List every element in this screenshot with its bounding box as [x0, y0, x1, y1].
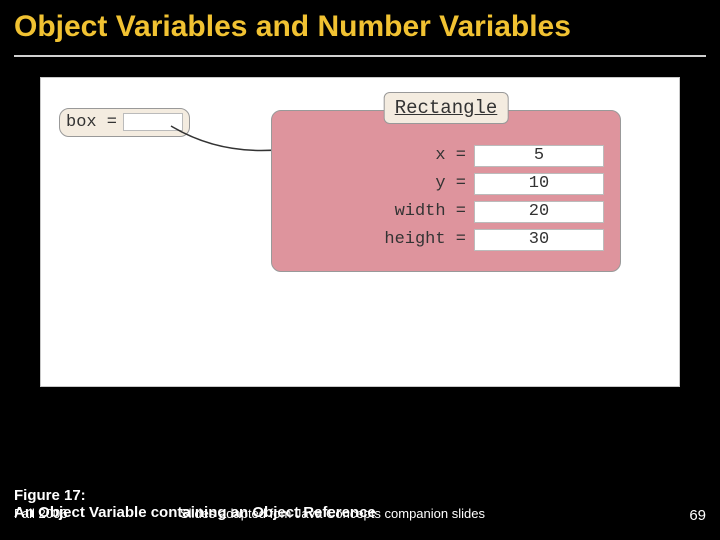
slide: Object Variables and Number Variables bo… — [0, 0, 720, 540]
object-class-label: Rectangle — [384, 92, 509, 124]
field-name: width = — [395, 202, 474, 221]
variable-label: box = — [66, 113, 117, 132]
caption-figure-number: Figure 17: — [14, 487, 706, 504]
field-name: height = — [384, 230, 474, 249]
field-row: width = 20 — [288, 201, 604, 223]
slide-title: Object Variables and Number Variables — [0, 0, 720, 51]
caption-figure-desc: An Object Variable containing an Object … — [14, 504, 376, 521]
field-row: y = 10 — [288, 173, 604, 195]
reference-slot — [123, 113, 183, 131]
caption-overlap: Fall 2006 Slides adapted fom Java Concep… — [14, 504, 706, 526]
field-name: y = — [435, 174, 474, 193]
field-value: 10 — [474, 173, 604, 195]
field-row: height = 30 — [288, 229, 604, 251]
field-value: 5 — [474, 145, 604, 167]
field-value: 20 — [474, 201, 604, 223]
object-container: Rectangle x = 5 y = 10 width = 20 height… — [271, 92, 621, 272]
object-body: x = 5 y = 10 width = 20 height = 30 — [271, 110, 621, 272]
figure-area: box = Rectangle x = 5 y = 10 — [40, 77, 680, 387]
caption-block: Figure 17: Fall 2006 Slides adapted fom … — [14, 487, 706, 526]
variable-box: box = — [59, 108, 190, 137]
title-rule — [14, 55, 706, 57]
field-name: x = — [435, 146, 474, 165]
page-number: 69 — [689, 507, 706, 524]
field-row: x = 5 — [288, 145, 604, 167]
field-value: 30 — [474, 229, 604, 251]
